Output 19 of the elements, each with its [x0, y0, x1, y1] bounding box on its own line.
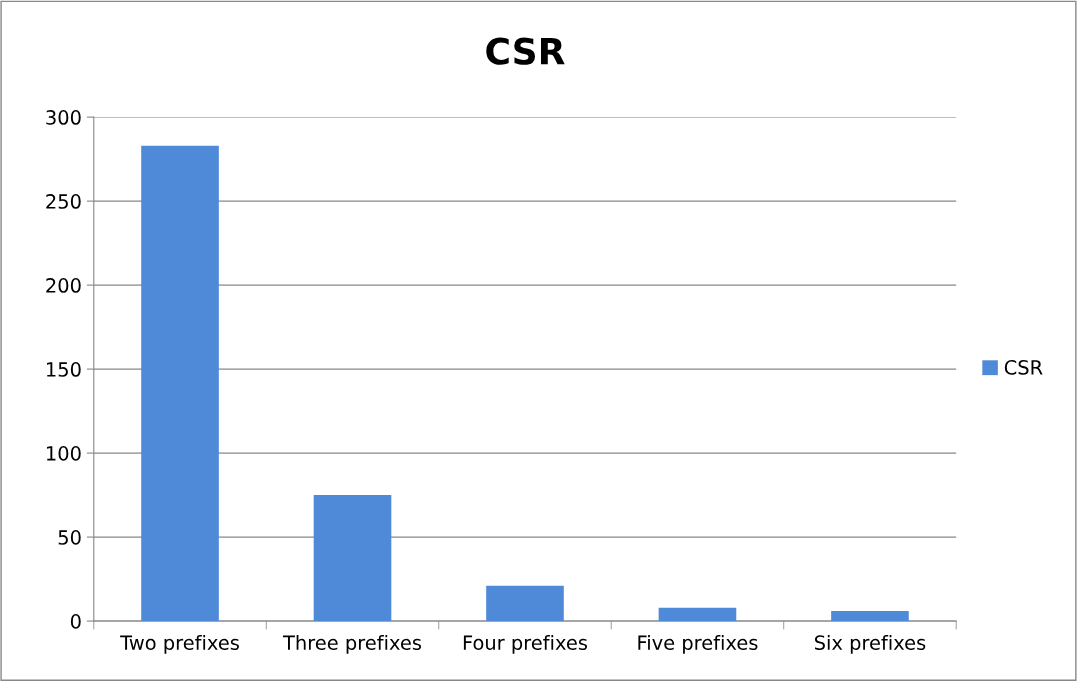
x-tick-label: Four prefixes: [463, 634, 588, 654]
bar: [831, 610, 909, 622]
x-tick-label: Five prefixes: [638, 634, 758, 654]
legend-label: CSR: [1004, 360, 1043, 375]
y-tick-label: 100: [47, 446, 81, 461]
x-tick-label: Six prefixes: [814, 634, 926, 654]
y-tick-label: 150: [47, 362, 81, 377]
y-tick-label: 0: [70, 614, 81, 629]
bar: [486, 585, 564, 622]
x-tick-label: Three prefixes: [282, 634, 422, 654]
bar: [658, 607, 737, 622]
y-tick-label: 200: [46, 278, 81, 293]
bar: [141, 145, 219, 622]
chart-title: CSR: [486, 37, 565, 65]
x-tick-label: Two prefixes: [120, 634, 239, 654]
y-tick-label: 50: [58, 530, 81, 545]
bar: [313, 495, 392, 622]
y-tick-label: 250: [46, 194, 81, 209]
y-tick-label: 300: [46, 110, 81, 125]
